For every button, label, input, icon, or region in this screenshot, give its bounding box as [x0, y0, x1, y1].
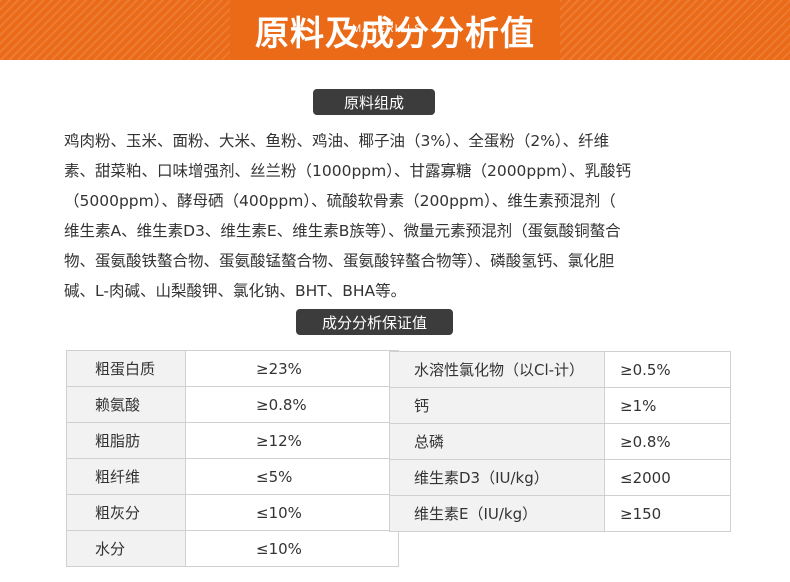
page-title: 原料及成分分析值: [255, 13, 535, 54]
nutrient-name: 赖氨酸: [66, 386, 186, 423]
nutrient-value: ≤5%: [185, 458, 399, 495]
ingredients-line: 维生素A、维生素D3、维生素E、维生素B族等）、微量元素预混剂（蛋氨酸铜螯合: [64, 222, 621, 240]
analysis-table-right: 水溶性氯化物（以Cl-计） ≥0.5% 钙 ≥1% 总磷 ≥0.8% 维生素D3（IU…: [389, 351, 731, 532]
nutrient-name: 钙: [389, 387, 605, 424]
nutrient-name: 维生素E（IU/kg）: [389, 495, 605, 532]
table-row: 水溶性氯化物（以Cl-计） ≥0.5%: [389, 351, 731, 388]
ingredients-line: （5000ppm）、酵母硒（400ppm）、硫酸软骨素（200ppm）、维生素预…: [64, 192, 616, 210]
nutrient-value: ≤2000: [604, 459, 731, 496]
analysis-table-left: 粗蛋白质 ≥23% 赖氨酸 ≥0.8% 粗脂肪 ≥12% 粗纤维 ≤5% 粗灰分 ≤10%…: [66, 350, 399, 567]
nutrient-name: 维生素D3（IU/kg）: [389, 459, 605, 496]
nutrient-value: ≥0.8%: [604, 423, 731, 460]
decorative-stripes-left: [0, 0, 230, 60]
table-row: 总磷 ≥0.8%: [389, 423, 731, 460]
decorative-stripes-right: [560, 0, 790, 60]
nutrient-value: ≤10%: [185, 530, 399, 567]
table-row: 钙 ≥1%: [389, 387, 731, 424]
nutrient-name: 粗灰分: [66, 494, 186, 531]
nutrient-name: 总磷: [389, 423, 605, 460]
table-row: 维生素D3（IU/kg） ≤2000: [389, 459, 731, 496]
table-row: 粗灰分 ≤10%: [66, 494, 399, 531]
table-row: 赖氨酸 ≥0.8%: [66, 386, 399, 423]
nutrient-value: ≥12%: [185, 422, 399, 459]
table-row: 粗纤维 ≤5%: [66, 458, 399, 495]
nutrient-value: ≥23%: [185, 350, 399, 387]
nutrient-name: 粗纤维: [66, 458, 186, 495]
nutrient-name: 粗脂肪: [66, 422, 186, 459]
nutrient-name: 粗蛋白质: [66, 350, 186, 387]
table-row: 维生素E（IU/kg） ≥150: [389, 495, 731, 532]
ingredients-text: 鸡肉粉、玉米、面粉、大米、鱼粉、鸡油、椰子油（3%）、全蛋粉（2%）、纤维 素、…: [64, 126, 730, 306]
ingredients-line: 素、甜菜粕、口味增强剂、丝兰粉（1000ppm）、甘露寡糖（2000ppm）、乳…: [64, 162, 631, 180]
nutrient-value: ≥0.5%: [604, 351, 731, 388]
nutrient-name: 水溶性氯化物（以Cl-计）: [389, 351, 605, 388]
nutrient-value: ≥1%: [604, 387, 731, 424]
page-subtitle: MATERIALS: [352, 23, 423, 35]
table-row: 粗蛋白质 ≥23%: [66, 350, 399, 387]
table-row: 水分 ≤10%: [66, 530, 399, 567]
ingredients-line: 碱、L-肉碱、山梨酸钾、氯化钠、BHT、BHA等。: [64, 282, 407, 300]
nutrient-value: ≥0.8%: [185, 386, 399, 423]
table-row: 粗脂肪 ≥12%: [66, 422, 399, 459]
analysis-heading: 成分分析保证值: [296, 309, 453, 335]
nutrient-value: ≥150: [604, 495, 731, 532]
nutrient-value: ≤10%: [185, 494, 399, 531]
header-banner: 原料及成分分析值 MATERIALS: [0, 0, 790, 60]
ingredients-line: 鸡肉粉、玉米、面粉、大米、鱼粉、鸡油、椰子油（3%）、全蛋粉（2%）、纤维: [64, 132, 610, 150]
nutrient-name: 水分: [66, 530, 186, 567]
ingredients-heading: 原料组成: [313, 89, 435, 115]
ingredients-line: 物、蛋氨酸铁螯合物、蛋氨酸锰螯合物、蛋氨酸锌螯合物等）、磷酸氢钙、氯化胆: [64, 252, 615, 270]
